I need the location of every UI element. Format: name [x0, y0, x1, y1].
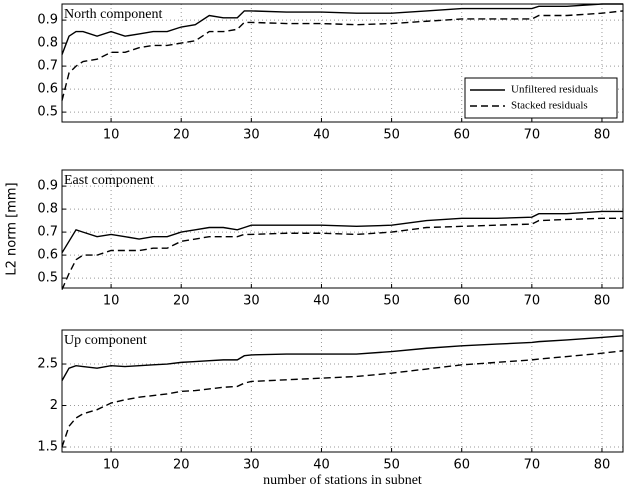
y-tick-label: 2.5 [37, 357, 58, 372]
x-tick-label: 50 [383, 294, 400, 309]
y-tick-label: 0.9 [37, 13, 58, 28]
x-tick-label: 50 [383, 128, 400, 143]
x-tick-label: 40 [313, 294, 330, 309]
y-tick-label: 0.9 [37, 179, 58, 194]
y-tick-label: 0.8 [37, 202, 58, 217]
y-tick-label: 0.5 [37, 271, 58, 286]
y-tick-label: 2 [50, 398, 58, 413]
x-tick-label: 60 [453, 458, 470, 473]
series-line [61, 217, 623, 290]
y-axis-label: L2 norm [mm] [5, 182, 20, 275]
y-tick-label: 0.6 [37, 82, 58, 97]
series-line [61, 350, 624, 448]
x-tick-label: 30 [243, 128, 260, 143]
y-tick-label: 0.6 [37, 248, 58, 263]
x-tick-label: 20 [173, 458, 190, 473]
plot-frame [61, 169, 624, 289]
x-tick-label: 10 [103, 128, 120, 143]
x-tick-label: 30 [243, 458, 260, 473]
series-line [61, 3, 623, 55]
legend-label: Stacked residuals [511, 100, 588, 112]
x-tick-label: 40 [313, 128, 330, 143]
x-tick-label: 80 [594, 458, 611, 473]
x-tick-label: 50 [383, 458, 400, 473]
x-tick-label: 70 [524, 458, 541, 473]
x-tick-label: 70 [524, 128, 541, 143]
x-tick-label: 60 [453, 128, 470, 143]
x-tick-label: 80 [594, 128, 611, 143]
x-tick-label: 30 [243, 294, 260, 309]
x-tick-label: 10 [103, 458, 120, 473]
x-tick-label: 40 [313, 458, 330, 473]
x-tick-label: 60 [453, 294, 470, 309]
y-tick-label: 0.7 [37, 225, 58, 240]
x-tick-label: 20 [173, 294, 190, 309]
series-line [61, 335, 624, 381]
x-axis-label: number of stations in subnet [263, 473, 422, 488]
series-line [61, 210, 623, 254]
panel-title: North component [64, 7, 162, 22]
y-tick-label: 0.7 [37, 59, 58, 74]
y-tick-label: 1.5 [37, 440, 58, 455]
x-tick-label: 20 [173, 128, 190, 143]
legend-box [464, 77, 618, 119]
panel-title: Up component [64, 333, 147, 348]
x-tick-label: 70 [524, 294, 541, 309]
plot-frame [61, 329, 624, 453]
panel-title: East component [64, 173, 154, 188]
x-tick-label: 80 [594, 294, 611, 309]
legend-label: Unfiltered residuals [511, 84, 598, 96]
y-tick-label: 0.5 [37, 105, 58, 120]
x-tick-label: 10 [103, 294, 120, 309]
y-tick-label: 0.8 [37, 36, 58, 51]
series-line [61, 10, 624, 101]
plot-frame [61, 3, 624, 123]
